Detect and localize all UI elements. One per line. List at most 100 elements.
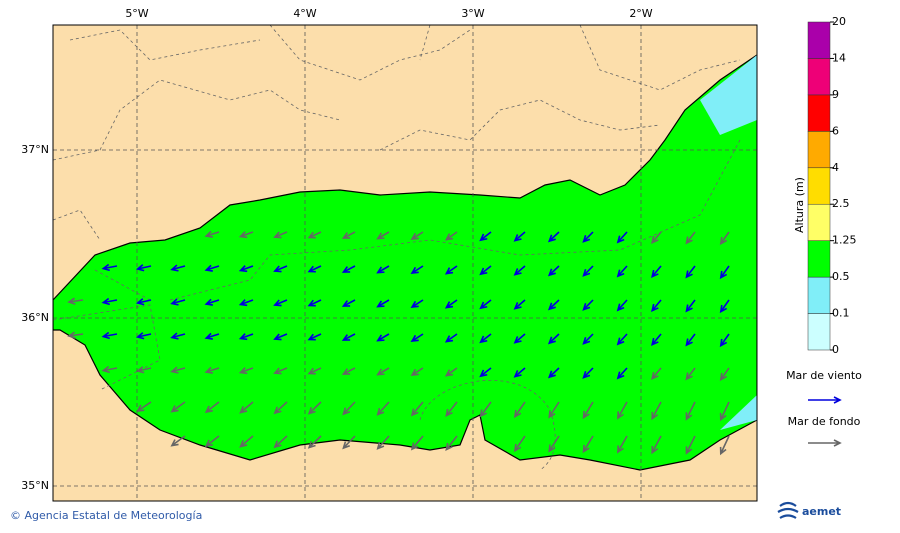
wave-arrow bbox=[204, 401, 220, 414]
wave-arrow bbox=[582, 333, 594, 345]
colorbar-title: Altura (m) bbox=[793, 177, 806, 233]
wave-arrow bbox=[307, 401, 322, 415]
wave-arrow bbox=[101, 263, 118, 272]
wave-arrow bbox=[307, 367, 322, 375]
wave-arrow bbox=[685, 401, 696, 421]
wave-arrow bbox=[204, 332, 220, 340]
lon-label: 4°W bbox=[293, 7, 316, 20]
wave-arrow bbox=[719, 299, 730, 314]
wave-arrow bbox=[651, 367, 662, 381]
wave-arrow bbox=[616, 401, 628, 420]
wave-arrow bbox=[273, 265, 288, 273]
wave-arrow bbox=[479, 367, 492, 378]
wave-arrow bbox=[444, 231, 458, 241]
wave-arrow bbox=[582, 231, 594, 243]
colorbar-label: 1.25 bbox=[832, 234, 857, 247]
wave-arrow bbox=[273, 367, 288, 375]
wave-arrow bbox=[616, 435, 628, 454]
colorbar-label: 0 bbox=[832, 343, 839, 356]
wave-arrow bbox=[719, 401, 730, 422]
wave-arrow bbox=[170, 264, 186, 272]
wave-arrow bbox=[616, 265, 628, 278]
colorbar-label: 20 bbox=[832, 15, 846, 28]
wave-arrow bbox=[616, 231, 628, 244]
wave-arrow bbox=[444, 333, 458, 343]
wave-arrow bbox=[376, 367, 390, 376]
wave-arrow bbox=[479, 299, 492, 310]
legend-wind-arrow bbox=[808, 396, 842, 404]
wave-arrow bbox=[513, 299, 526, 310]
wave-arrow bbox=[719, 333, 730, 348]
wave-arrow bbox=[67, 297, 84, 305]
wave-arrow bbox=[582, 299, 594, 311]
wave-arrow bbox=[548, 435, 560, 453]
wave-arrow bbox=[170, 401, 186, 413]
colorbar-segment bbox=[807, 58, 831, 96]
wave-arrow bbox=[685, 333, 696, 347]
wave-arrow bbox=[582, 265, 594, 277]
wave-arrow bbox=[479, 265, 492, 276]
wave-arrow bbox=[67, 331, 84, 339]
wave-arrow bbox=[616, 367, 628, 380]
map-frame bbox=[52, 24, 758, 502]
wave-arrow bbox=[238, 333, 254, 341]
logo: aemet bbox=[802, 505, 841, 518]
wave-arrow bbox=[307, 333, 322, 341]
wave-arrow bbox=[685, 231, 696, 245]
wave-arrow bbox=[547, 367, 560, 379]
colorbar-segment bbox=[807, 276, 831, 314]
wave-arrow bbox=[342, 401, 356, 416]
wave-arrow bbox=[513, 435, 526, 453]
wave-arrow bbox=[651, 435, 662, 455]
wave-arrow bbox=[685, 299, 696, 313]
colorbar-label: 0.1 bbox=[832, 307, 850, 320]
sea bbox=[53, 54, 757, 471]
wave-arrow bbox=[479, 231, 492, 242]
wave-arrow bbox=[547, 231, 560, 243]
colorbar-segment bbox=[807, 21, 831, 59]
wave-arrow bbox=[410, 265, 424, 275]
wave-arrow bbox=[513, 333, 526, 344]
colorbar-segment bbox=[807, 94, 831, 132]
wave-arrow bbox=[445, 401, 458, 417]
shallow-sea bbox=[700, 55, 757, 135]
colorbar-label: 9 bbox=[832, 88, 839, 101]
lon-label: 2°W bbox=[629, 7, 652, 20]
wave-arrow bbox=[273, 231, 288, 239]
wave-arrow bbox=[238, 231, 254, 239]
maritime-zone-border bbox=[53, 139, 741, 471]
wave-arrow bbox=[135, 366, 152, 374]
colorbar: 0 0.1 0.5 1.25 2.5 4 6 9 14 20 bbox=[807, 15, 857, 356]
wave-arrow bbox=[547, 299, 560, 311]
wave-arrow bbox=[307, 299, 322, 307]
colorbar-segment bbox=[807, 167, 831, 205]
colorbar-segment bbox=[807, 240, 831, 278]
wave-arrow bbox=[444, 265, 458, 275]
wave-arrow bbox=[513, 231, 526, 242]
wave-arrow bbox=[204, 366, 220, 374]
legend-swell-arrow bbox=[808, 439, 842, 447]
wave-arrow bbox=[376, 401, 390, 416]
wave-arrow bbox=[170, 332, 186, 340]
lon-label: 5°W bbox=[125, 7, 148, 20]
wave-arrow bbox=[170, 298, 186, 306]
wave-arrow bbox=[204, 435, 220, 448]
wave-arrow bbox=[135, 298, 152, 306]
wave-arrow bbox=[101, 297, 118, 306]
wave-arrow bbox=[101, 365, 118, 374]
colorbar-label: 2.5 bbox=[832, 197, 850, 210]
wave-arrow bbox=[410, 333, 424, 343]
wave-arrow bbox=[616, 333, 628, 346]
wave-arrow bbox=[651, 265, 662, 279]
wave-arrow bbox=[341, 367, 356, 375]
colorbar-segment bbox=[807, 203, 831, 241]
wave-arrow bbox=[238, 367, 254, 375]
wave-arrow bbox=[342, 435, 356, 450]
colorbar-segment bbox=[807, 131, 831, 169]
lat-label: 36°N bbox=[21, 311, 49, 324]
wave-arrow bbox=[651, 333, 662, 347]
wave-arrow bbox=[341, 231, 356, 239]
wave-arrow bbox=[136, 401, 152, 413]
logo-icon bbox=[777, 501, 799, 519]
